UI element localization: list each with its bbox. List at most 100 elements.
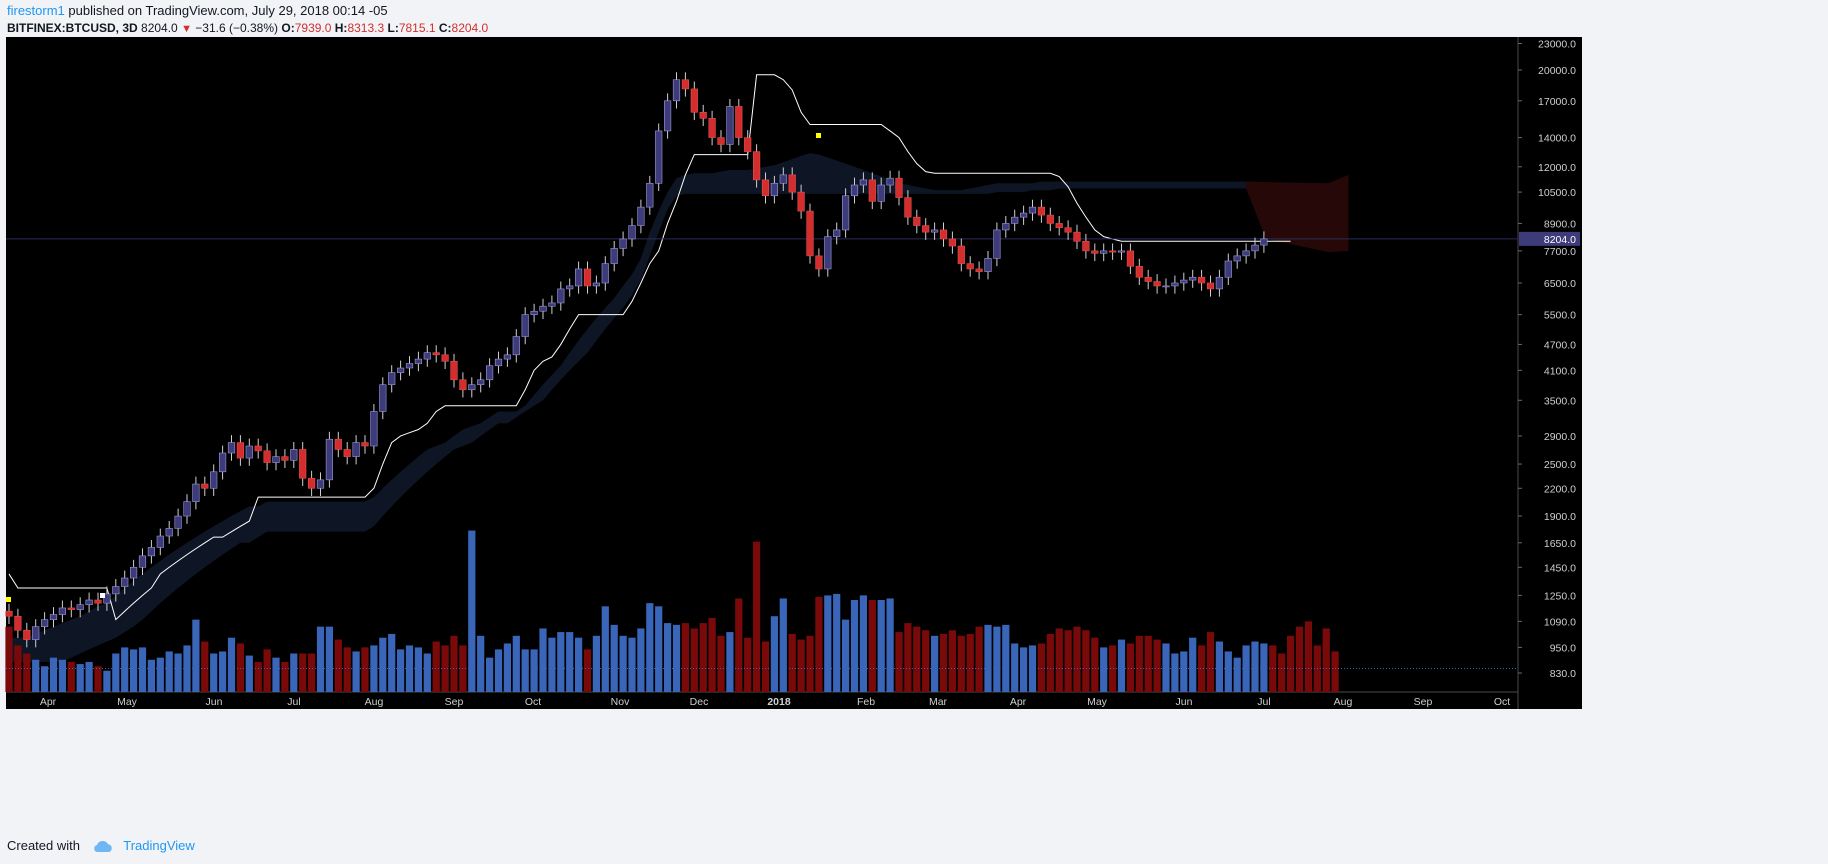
price-tick-label: 1450.0 xyxy=(1544,562,1576,574)
time-tick-label: Nov xyxy=(611,696,630,708)
volume-bar xyxy=(833,593,841,692)
candle xyxy=(601,263,609,284)
volume-bar xyxy=(1126,643,1134,692)
volume-bar xyxy=(130,649,138,692)
volume-bar xyxy=(1215,641,1223,692)
volume-bar xyxy=(521,649,529,692)
volume-bar xyxy=(432,641,440,692)
volume-bar xyxy=(503,643,511,692)
price-axis: 23000.0 20000.0 17000.0 14000.0 12000.0 10500… xyxy=(1518,39,1580,680)
volume-bar xyxy=(1037,643,1045,692)
candle xyxy=(699,111,707,119)
price-tick-label: 2900.0 xyxy=(1544,431,1576,443)
volume-bar xyxy=(797,639,805,692)
published-text: published on TradingView.com, July 29, 2… xyxy=(64,3,388,18)
volume-bar xyxy=(1322,628,1330,692)
candle xyxy=(833,229,841,237)
volume-bar xyxy=(646,603,654,692)
tradingview-link[interactable]: TradingView xyxy=(123,838,195,853)
candle xyxy=(396,367,405,373)
volume-bar xyxy=(112,653,120,692)
volume-bar xyxy=(957,635,965,692)
volume-bar xyxy=(334,639,342,692)
candle xyxy=(227,442,236,454)
volume-bar xyxy=(397,649,405,692)
open-label: O: xyxy=(281,21,295,35)
volume-bar xyxy=(32,659,40,692)
candle xyxy=(334,438,342,450)
volume-bar xyxy=(761,641,770,692)
candle xyxy=(735,106,743,138)
candle xyxy=(966,263,974,270)
volume-bar xyxy=(58,659,66,692)
candle xyxy=(663,100,672,132)
candle xyxy=(744,137,752,152)
volume-bar xyxy=(726,632,734,692)
volume-bar xyxy=(512,635,520,692)
candle xyxy=(94,599,102,604)
volume-bar xyxy=(41,666,49,692)
candle xyxy=(281,456,289,461)
volume-bar xyxy=(850,600,859,692)
candle xyxy=(58,607,66,615)
volume-bar xyxy=(67,661,75,692)
author-name[interactable]: firestorm1 xyxy=(7,3,65,18)
candle xyxy=(1206,282,1215,290)
volume-bar xyxy=(343,647,351,692)
candle xyxy=(32,626,40,640)
candle xyxy=(130,566,138,579)
volume-bar xyxy=(272,657,280,692)
volume-bar xyxy=(1117,639,1126,692)
time-tick-label: Dec xyxy=(690,696,709,708)
volume-bar xyxy=(325,626,333,692)
candle xyxy=(1171,282,1179,287)
candle xyxy=(655,130,663,184)
candle xyxy=(14,615,22,631)
volume-bar xyxy=(76,664,84,692)
volume-bar xyxy=(1082,630,1090,692)
price-tick-label: 1650.0 xyxy=(1544,538,1576,550)
volume-bar xyxy=(815,596,823,692)
down-arrow-icon: ▼ xyxy=(181,23,192,35)
volume-bar xyxy=(147,659,155,692)
volume-bar xyxy=(672,624,681,692)
candle xyxy=(797,191,805,212)
candle xyxy=(156,535,164,548)
candle xyxy=(788,174,796,193)
volume-bar xyxy=(227,637,236,692)
candle xyxy=(530,310,538,315)
candle xyxy=(494,358,503,367)
candle xyxy=(67,607,75,610)
candle xyxy=(361,442,369,447)
volume-bar xyxy=(681,623,689,692)
volume-bar xyxy=(299,653,307,692)
volume-bar xyxy=(1073,626,1081,692)
volume-bar xyxy=(165,651,173,692)
candle xyxy=(566,285,574,290)
last-price-badge xyxy=(1519,231,1580,246)
volume-bar xyxy=(717,635,725,692)
candle xyxy=(49,614,58,620)
candle xyxy=(1233,255,1241,262)
volume-bar xyxy=(975,626,983,692)
candle xyxy=(352,442,360,457)
volume-bar xyxy=(939,633,948,692)
candle xyxy=(628,225,636,240)
candle xyxy=(886,177,894,186)
last-price-label: 8204.0 xyxy=(1544,234,1576,246)
time-tick-label: Jul xyxy=(1257,696,1270,708)
high-value: 8313.3 xyxy=(347,21,385,35)
candle xyxy=(290,449,298,461)
candle xyxy=(637,206,645,226)
candle xyxy=(272,456,280,463)
candle xyxy=(984,258,992,272)
volume-bar xyxy=(236,643,244,692)
price-tick-label: 830.0 xyxy=(1550,668,1576,680)
volume-bar xyxy=(103,670,111,692)
volume-bar xyxy=(245,655,253,692)
volume-bar xyxy=(174,653,182,692)
tradingview-cloud-icon xyxy=(93,840,112,852)
price-axis-background xyxy=(1518,37,1582,709)
volume-bar xyxy=(824,595,832,692)
